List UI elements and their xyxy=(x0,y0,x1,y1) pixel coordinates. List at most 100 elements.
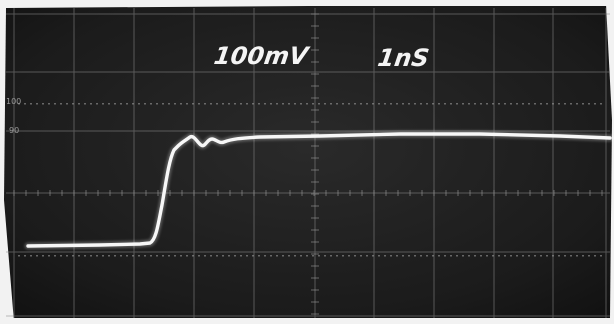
bezel-bottom xyxy=(0,318,614,324)
graticule-dot xyxy=(528,255,530,257)
graticule-dot xyxy=(492,103,494,105)
graticule-dot xyxy=(540,255,542,257)
graticule-dot xyxy=(528,103,530,105)
graticule-dot xyxy=(48,255,50,257)
graticule-dot xyxy=(240,103,242,105)
graticule-dot xyxy=(594,255,596,257)
graticule-dot xyxy=(300,103,302,105)
graticule-dot xyxy=(42,103,44,105)
graticule-dot xyxy=(414,255,416,257)
graticule-dot xyxy=(390,103,392,105)
graticule-dot xyxy=(126,103,128,105)
graticule-dot xyxy=(252,255,254,257)
graticule-dot xyxy=(318,103,320,105)
graticule-dot xyxy=(42,255,44,257)
graticule-dot xyxy=(342,103,344,105)
bezel-top xyxy=(0,0,614,6)
graticule-dot xyxy=(102,103,104,105)
graticule-dot xyxy=(600,103,602,105)
graticule-dot xyxy=(510,255,512,257)
graticule-dot xyxy=(504,103,506,105)
graticule-dot xyxy=(192,103,194,105)
graticule-dot xyxy=(78,255,80,257)
graticule-dot xyxy=(96,103,98,105)
graticule-dot xyxy=(72,103,74,105)
graticule-dot xyxy=(342,255,344,257)
graticule-dot xyxy=(24,103,26,105)
graticule-dot xyxy=(54,255,56,257)
graticule-dot xyxy=(336,103,338,105)
graticule-dot xyxy=(330,255,332,257)
graticule-dot xyxy=(384,255,386,257)
graticule-dot xyxy=(510,103,512,105)
graticule-dot xyxy=(78,103,80,105)
graticule-dot xyxy=(102,255,104,257)
graticule-dot xyxy=(456,255,458,257)
graticule-dot xyxy=(264,255,266,257)
graticule-dot xyxy=(462,255,464,257)
graticule-dot xyxy=(216,255,218,257)
graticule-dot xyxy=(168,255,170,257)
graticule-dot xyxy=(444,255,446,257)
graticule-dot xyxy=(48,103,50,105)
graticule-dot xyxy=(246,255,248,257)
graticule-dot xyxy=(162,103,164,105)
graticule-dot xyxy=(132,103,134,105)
graticule-dot xyxy=(90,255,92,257)
graticule-dot xyxy=(432,103,434,105)
graticule-dot xyxy=(384,103,386,105)
graticule-dot xyxy=(378,103,380,105)
graticule-dot xyxy=(474,103,476,105)
graticule-dot xyxy=(198,103,200,105)
graticule-dot xyxy=(114,103,116,105)
graticule-dot xyxy=(96,255,98,257)
graticule-dot xyxy=(60,255,62,257)
graticule-dot xyxy=(426,103,428,105)
graticule-dot xyxy=(282,255,284,257)
graticule-dot xyxy=(282,103,284,105)
graticule-dot xyxy=(114,255,116,257)
graticule-dot xyxy=(210,103,212,105)
graticule-dot xyxy=(288,103,290,105)
graticule-dot xyxy=(582,255,584,257)
graticule-dot xyxy=(546,255,548,257)
graticule-dot xyxy=(354,103,356,105)
graticule-dot xyxy=(390,255,392,257)
graticule-dot xyxy=(186,103,188,105)
graticule-dot xyxy=(300,255,302,257)
graticule-dot xyxy=(576,103,578,105)
graticule-dot xyxy=(366,103,368,105)
percent-mark-100: 100 xyxy=(6,97,21,106)
graticule-dot xyxy=(486,103,488,105)
graticule-dot xyxy=(36,103,38,105)
graticule-dot xyxy=(480,103,482,105)
graticule-dot xyxy=(576,255,578,257)
graticule-dot xyxy=(312,255,314,257)
graticule-dot xyxy=(558,255,560,257)
waveform-trace xyxy=(26,132,612,248)
graticule-dot xyxy=(468,103,470,105)
graticule-dot xyxy=(600,255,602,257)
graticule-dot xyxy=(336,255,338,257)
graticule-dot xyxy=(126,255,128,257)
graticule-dot xyxy=(270,255,272,257)
graticule-dot xyxy=(522,103,524,105)
graticule-dotted-lines xyxy=(18,103,602,257)
graticule-dot xyxy=(24,255,26,257)
graticule-dot xyxy=(570,255,572,257)
graticule-dot xyxy=(132,255,134,257)
graticule-dot xyxy=(438,103,440,105)
graticule-dot xyxy=(150,103,152,105)
graticule-dot xyxy=(192,255,194,257)
graticule-dot xyxy=(312,103,314,105)
graticule-dot xyxy=(66,255,68,257)
graticule-dot xyxy=(84,255,86,257)
graticule-dot xyxy=(348,103,350,105)
graticule-dot xyxy=(222,103,224,105)
graticule-dot xyxy=(504,255,506,257)
graticule-dot xyxy=(456,103,458,105)
graticule-dot xyxy=(588,103,590,105)
graticule-dot xyxy=(18,103,20,105)
graticule-dot xyxy=(234,255,236,257)
